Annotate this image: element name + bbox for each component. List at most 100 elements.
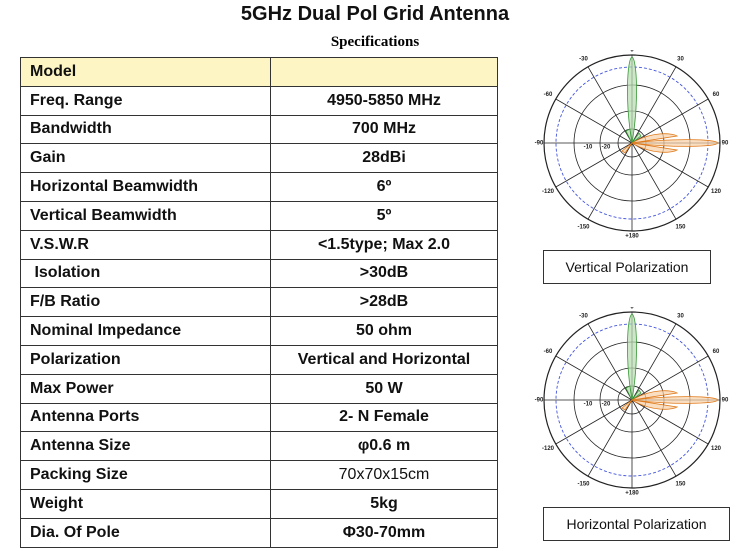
table-row: Isolation >30dB bbox=[20, 258, 498, 289]
ring-label: -10 bbox=[584, 145, 593, 151]
spec-value: 2- N Female bbox=[270, 402, 498, 433]
spec-label: Antenna Size bbox=[20, 431, 271, 462]
spec-value: >28dB bbox=[270, 287, 498, 318]
spec-label: F/B Ratio bbox=[20, 287, 271, 318]
ring-label: -10 bbox=[584, 402, 593, 408]
spec-value: 6º bbox=[270, 172, 498, 202]
caption: Vertical Polarization bbox=[543, 250, 711, 284]
spec-label: Max Power bbox=[20, 373, 271, 404]
angle-label: -90 bbox=[535, 398, 544, 404]
polar-plot: 0 30 60 90 120 150 +180 -150 -120 -90 -60 -30 -10 -20 bbox=[535, 50, 729, 240]
spec-label: Vertical Beamwidth bbox=[20, 200, 271, 231]
table-row: V.S.W.R <1.5type; Max 2.0 bbox=[20, 229, 498, 260]
spoke bbox=[587, 399, 633, 477]
spoke bbox=[555, 98, 633, 144]
spoke bbox=[631, 98, 709, 144]
table-row: Vertical Beamwidth 5º bbox=[20, 200, 498, 231]
angle-label: 150 bbox=[675, 225, 686, 231]
spec-label: Dia. Of Pole bbox=[20, 517, 271, 548]
spec-value: 5º bbox=[270, 200, 498, 231]
table-row: Nominal Impedance 50 ohm bbox=[20, 316, 498, 346]
orange-lobe bbox=[621, 390, 719, 411]
spoke bbox=[631, 399, 709, 445]
angle-label: -60 bbox=[544, 349, 553, 355]
spec-value: 4950-5850 MHz bbox=[270, 85, 498, 116]
spec-label: Weight bbox=[20, 488, 271, 519]
spec-label: Bandwidth bbox=[20, 114, 271, 145]
spoke bbox=[631, 323, 677, 401]
spec-value: 5kg bbox=[270, 488, 498, 519]
spec-label: Nominal Impedance bbox=[20, 316, 271, 346]
spec-value bbox=[270, 57, 498, 87]
spec-label: V.S.W.R bbox=[20, 229, 271, 260]
green-lobe bbox=[625, 313, 642, 401]
angle-label: 0 bbox=[630, 50, 634, 54]
table-row: Gain 28dBi bbox=[20, 143, 498, 174]
table-row: Packing Size 70x70x15cm bbox=[20, 460, 498, 490]
table-row: Polarization Vertical and Horizontal bbox=[20, 344, 498, 375]
angle-label: +180 bbox=[625, 234, 639, 240]
spoke bbox=[555, 142, 633, 188]
spec-label: Freq. Range bbox=[20, 85, 271, 116]
spec-value: Φ30-70mm bbox=[270, 517, 498, 548]
spoke bbox=[631, 66, 677, 144]
spec-label: Gain bbox=[20, 143, 271, 174]
spec-value: >30dB bbox=[270, 258, 498, 289]
spec-table: Model Freq. Range 4950-5850 MHz Bandwidth 70… bbox=[20, 57, 498, 548]
spec-label: Antenna Ports bbox=[20, 402, 271, 433]
spoke bbox=[631, 399, 677, 477]
spoke bbox=[631, 142, 709, 188]
spoke bbox=[631, 142, 677, 220]
angle-label: 30 bbox=[677, 314, 684, 320]
angle-label: +180 bbox=[625, 491, 639, 497]
spec-value: 700 MHz bbox=[270, 114, 498, 145]
spec-value: 28dBi bbox=[270, 143, 498, 174]
table-row: Model bbox=[20, 57, 498, 87]
spoke bbox=[587, 66, 633, 144]
spoke bbox=[587, 142, 633, 220]
spec-label: Model bbox=[20, 57, 271, 87]
angle-label: -30 bbox=[579, 314, 588, 320]
spoke bbox=[555, 399, 633, 445]
polar-plot: 0 30 60 90 120 150 +180 -150 -120 -90 -60 -30 -10 -20 bbox=[535, 307, 729, 497]
ring-label: -20 bbox=[602, 145, 611, 151]
angle-label: -60 bbox=[544, 92, 553, 98]
angle-label: -150 bbox=[577, 482, 590, 488]
table-row: Bandwidth 700 MHz bbox=[20, 114, 498, 145]
title: 5GHz Dual Pol Grid Antenna bbox=[240, 3, 510, 25]
angle-label: -150 bbox=[577, 225, 590, 231]
angle-label: 150 bbox=[675, 482, 686, 488]
angle-label: 90 bbox=[722, 141, 729, 147]
angle-label: 60 bbox=[713, 349, 720, 355]
spec-label: Polarization bbox=[20, 344, 271, 375]
angle-label: 90 bbox=[722, 398, 729, 404]
spoke bbox=[587, 323, 633, 401]
spec-label: Packing Size bbox=[20, 460, 271, 490]
angle-label: -120 bbox=[542, 189, 555, 195]
table-row: Max Power 50 W bbox=[20, 373, 498, 404]
table-row: Antenna Size φ0.6 m bbox=[20, 431, 498, 462]
table-row: F/B Ratio >28dB bbox=[20, 287, 498, 318]
caption: Horizontal Polarization bbox=[543, 507, 730, 541]
spec-value: φ0.6 m bbox=[270, 431, 498, 462]
angle-label: 120 bbox=[711, 446, 722, 452]
spec-value: <1.5type; Max 2.0 bbox=[270, 229, 498, 260]
spec-value: Vertical and Horizontal bbox=[270, 344, 498, 375]
spec-value: 70x70x15cm bbox=[270, 460, 498, 490]
spoke bbox=[631, 355, 709, 401]
subtitle: Specifications bbox=[330, 34, 420, 50]
spec-label: Horizontal Beamwidth bbox=[20, 172, 271, 202]
table-row: Antenna Ports 2- N Female bbox=[20, 402, 498, 433]
spec-value: 50 ohm bbox=[270, 316, 498, 346]
spoke bbox=[555, 355, 633, 401]
spec-label: Isolation bbox=[20, 258, 271, 289]
table-row: Weight 5kg bbox=[20, 488, 498, 519]
angle-label: 120 bbox=[711, 189, 722, 195]
spec-value: 50 W bbox=[270, 373, 498, 404]
table-row: Freq. Range 4950-5850 MHz bbox=[20, 85, 498, 116]
angle-label: -90 bbox=[535, 141, 544, 147]
angle-label: -30 bbox=[579, 57, 588, 63]
angle-label: 60 bbox=[713, 92, 720, 98]
angle-label: -120 bbox=[542, 446, 555, 452]
